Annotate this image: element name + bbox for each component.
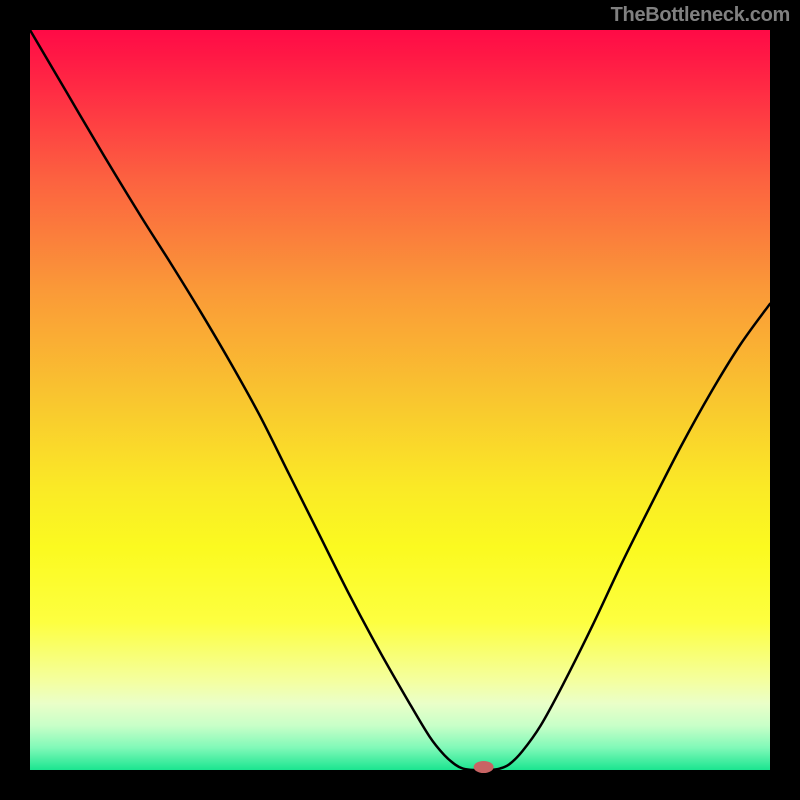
chart-background — [30, 30, 770, 770]
optimal-marker — [474, 761, 494, 773]
chart-container: TheBottleneck.com — [0, 0, 800, 800]
watermark-text: TheBottleneck.com — [611, 4, 790, 27]
bottleneck-chart — [0, 0, 800, 800]
